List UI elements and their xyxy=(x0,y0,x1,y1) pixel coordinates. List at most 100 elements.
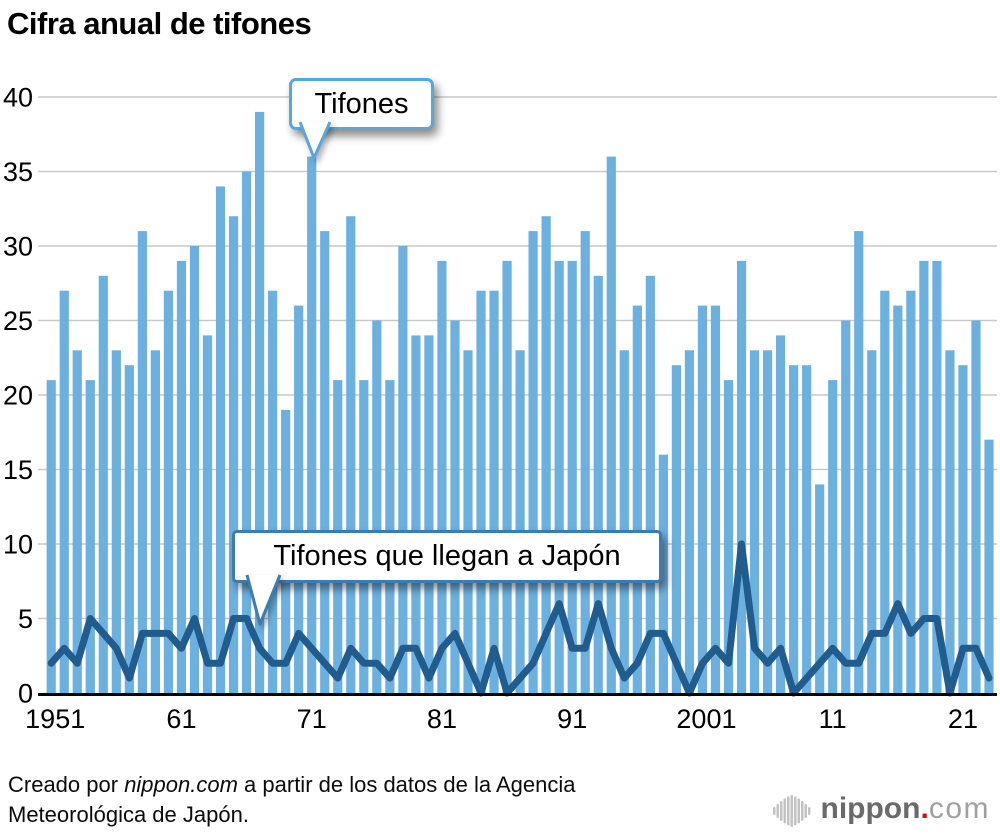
typhoon-bar-1968 xyxy=(268,290,278,693)
x-tick-1971: 71 xyxy=(297,704,327,734)
typhoon-bar-1978 xyxy=(398,246,408,693)
typhoon-bar-2017 xyxy=(906,290,916,693)
typhoon-bar-2012 xyxy=(841,320,851,693)
landfall-callout: Tifones que llegan a Japón xyxy=(232,530,662,583)
y-tick-20: 20 xyxy=(3,381,33,411)
typhoon-bar-2014 xyxy=(867,350,877,693)
typhoon-bar-1959 xyxy=(150,350,160,693)
typhoon-bar-1956 xyxy=(111,350,121,693)
tifones-callout: Tifones xyxy=(289,78,434,130)
typhoon-bar-1987 xyxy=(515,350,525,693)
typhoon-bar-1985 xyxy=(489,290,499,693)
landfall-line xyxy=(47,540,993,697)
typhoon-bar-2019 xyxy=(932,260,942,693)
typhoon-bar-1965 xyxy=(228,216,239,693)
typhoon-bar-1958 xyxy=(137,231,147,693)
typhoon-bar-1992 xyxy=(580,231,590,693)
typhoon-bar-1964 xyxy=(215,186,226,693)
soundwave-bar xyxy=(797,798,800,824)
typhoon-bar-1994 xyxy=(606,156,616,694)
typhoon-bar-1989 xyxy=(541,216,551,693)
y-tick-0: 0 xyxy=(18,679,33,709)
typhoon-bar-1954 xyxy=(85,380,95,693)
typhoon-bar-2018 xyxy=(919,260,929,693)
soundwave-bar xyxy=(804,804,807,818)
x-tick-1961: 61 xyxy=(166,704,196,734)
soundwave-bar xyxy=(800,801,803,821)
typhoon-bar-1991 xyxy=(567,260,577,693)
nippon-logo: nippon . com xyxy=(771,792,991,830)
typhoon-bar-1999 xyxy=(671,365,681,693)
typhoon-bar-1996 xyxy=(632,305,642,693)
typhoon-bar-2016 xyxy=(893,305,903,693)
typhoon-bar-1980 xyxy=(424,335,434,693)
footer-text-cont: a partir de los datos de la Agencia xyxy=(237,772,576,797)
typhoon-bar-1988 xyxy=(528,231,538,693)
typhoon-bar-1961 xyxy=(176,260,187,693)
typhoon-bar-1967 xyxy=(255,111,265,693)
typhoon-bar-1995 xyxy=(619,350,629,693)
typhoon-bar-1957 xyxy=(124,365,134,693)
x-tick-2001: 2001 xyxy=(676,704,736,734)
typhoon-bar-1971 xyxy=(307,156,317,694)
y-tick-40: 40 xyxy=(3,83,33,113)
typhoon-bar-1993 xyxy=(593,275,603,693)
landfall-callout-tail xyxy=(245,574,282,626)
soundwave-bar xyxy=(786,796,789,826)
typhoon-bar-1982 xyxy=(450,320,460,693)
soundwave-bar xyxy=(776,804,779,818)
typhoon-bar-1951 xyxy=(46,380,56,693)
typhoon-bar-2002 xyxy=(710,305,721,693)
typhoon-bars xyxy=(46,111,994,694)
typhoon-bar-1952 xyxy=(59,290,69,693)
typhoon-bar-1955 xyxy=(98,275,108,693)
typhoon-bar-1963 xyxy=(202,335,213,693)
landfall-callout-label: Tifones que llegan a Japón xyxy=(273,540,621,572)
y-axis-labels: 0 5 10 15 20 25 30 35 40 xyxy=(3,83,33,709)
soundwave-bar xyxy=(779,801,782,821)
typhoon-bar-1984 xyxy=(476,290,486,693)
y-tick-30: 30 xyxy=(3,232,33,262)
typhoon-bar-2009 xyxy=(802,365,812,693)
typhoon-bar-1998 xyxy=(658,454,668,693)
typhoon-bar-2023 xyxy=(984,439,994,693)
y-tick-10: 10 xyxy=(3,530,33,560)
soundwave-bar xyxy=(793,796,796,826)
footer-text: Creado por xyxy=(8,772,125,797)
typhoon-bar-2010 xyxy=(815,484,825,693)
typhoon-bar-1983 xyxy=(463,350,473,693)
typhoon-bar-2020 xyxy=(945,350,955,693)
typhoon-bar-1974 xyxy=(346,216,356,693)
typhoon-bar-1981 xyxy=(437,260,447,693)
typhoon-bar-1960 xyxy=(163,290,174,693)
typhoon-bar-1970 xyxy=(294,305,304,693)
source-attribution: Creado por nippon.com a partir de los da… xyxy=(8,770,576,830)
x-tick-2021: 21 xyxy=(948,704,978,734)
typhoon-bar-2007 xyxy=(776,335,786,693)
x-axis-labels: 1951 61 71 81 91 2001 11 21 xyxy=(25,704,978,734)
y-tick-35: 35 xyxy=(3,157,33,187)
footer-sitename: nippon.com xyxy=(124,772,238,797)
typhoon-bar-1990 xyxy=(554,260,564,693)
typhoon-bar-2021 xyxy=(958,365,968,693)
typhoon-bar-1966 xyxy=(241,171,252,693)
y-tick-25: 25 xyxy=(3,306,33,336)
typhoon-bar-2003 xyxy=(723,380,734,693)
soundwave-bar xyxy=(772,807,775,815)
typhoon-bar-2011 xyxy=(828,380,838,693)
logo-tld: com xyxy=(928,792,990,825)
typhoon-bar-2006 xyxy=(762,350,773,693)
x-tick-2011: 11 xyxy=(819,704,847,734)
soundwave-bar xyxy=(807,807,810,815)
typhoon-bar-1962 xyxy=(189,246,200,693)
soundwave-bar xyxy=(790,795,793,827)
y-tick-5: 5 xyxy=(18,604,33,634)
typhoon-bar-2013 xyxy=(854,231,864,693)
logo-red-dot: . xyxy=(920,792,929,825)
typhoon-bar-2000 xyxy=(684,350,695,693)
tifones-callout-tail xyxy=(298,121,332,160)
soundwave-bar xyxy=(783,798,786,824)
typhoon-bar-1953 xyxy=(72,350,82,693)
footer-text-line2: Meteorológica de Japón. xyxy=(8,802,249,827)
